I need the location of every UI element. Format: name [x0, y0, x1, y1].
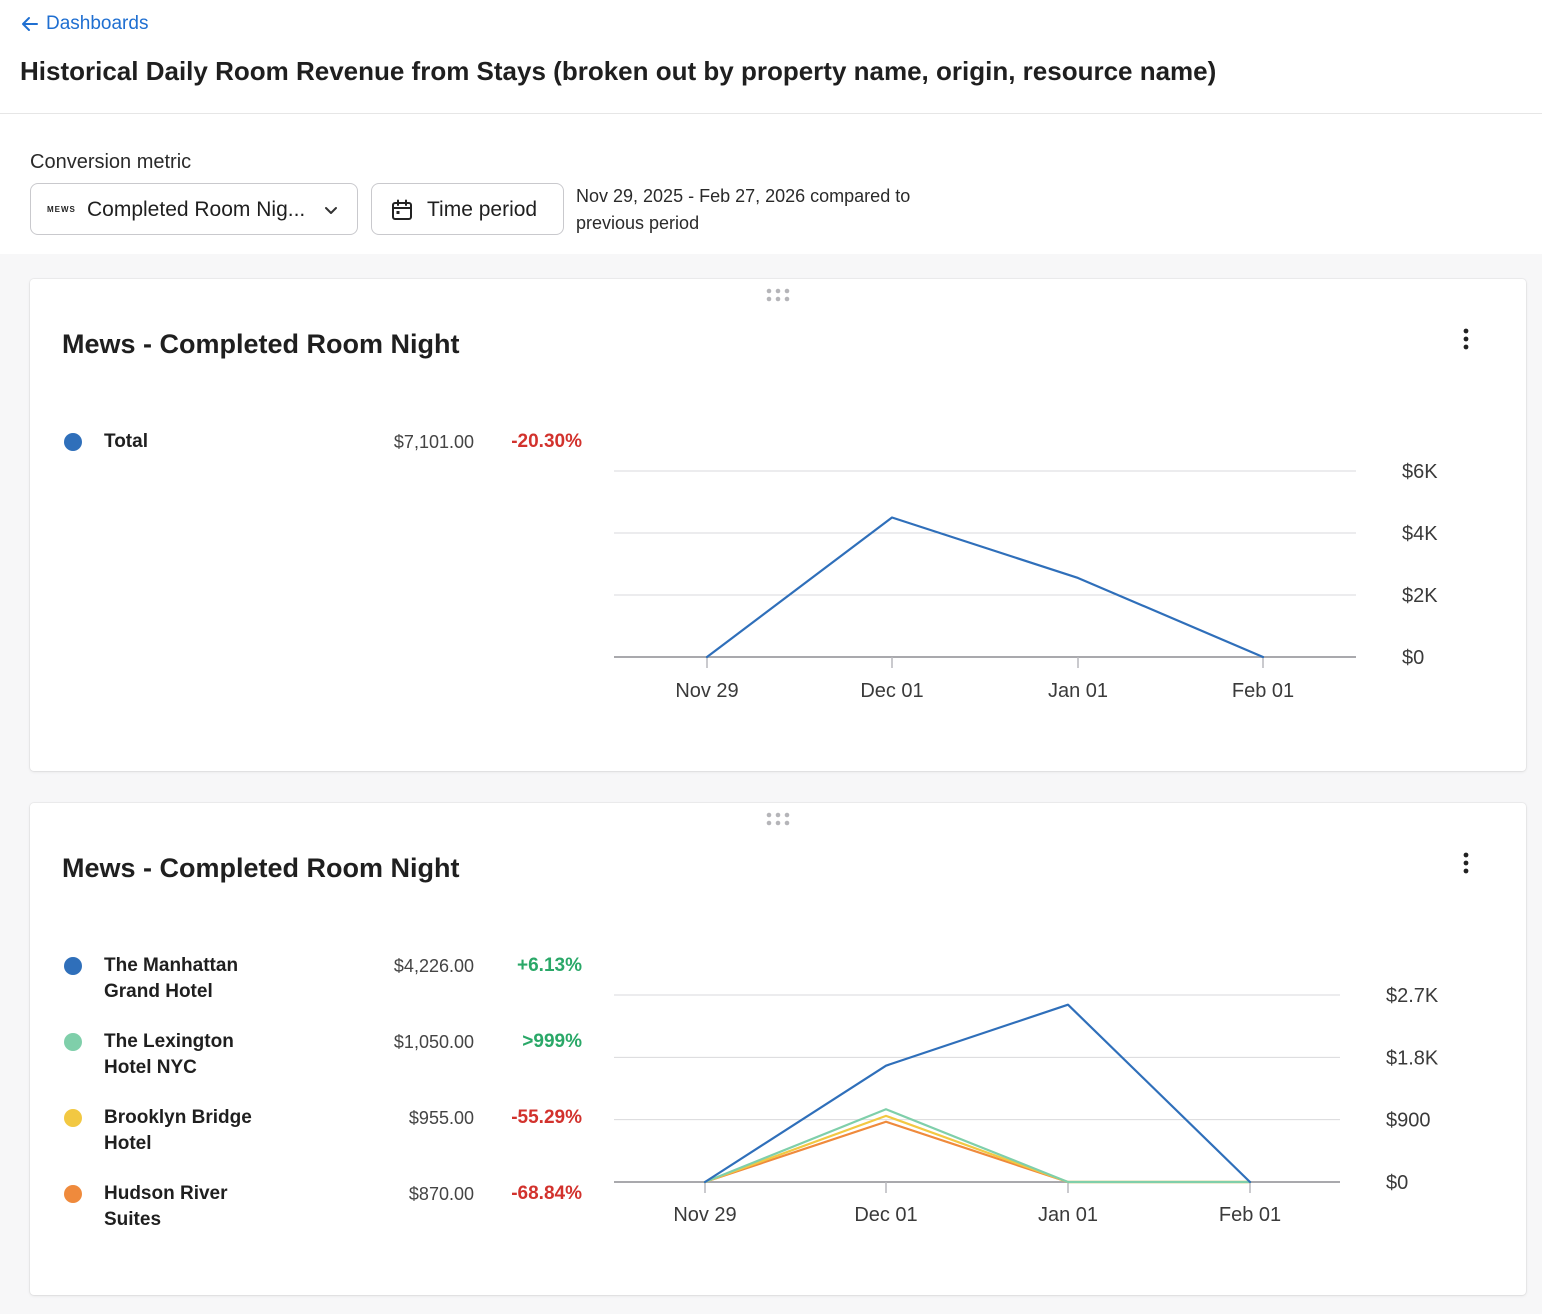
page-title: Historical Daily Room Revenue from Stays…	[20, 56, 1217, 86]
drag-handle-icon[interactable]	[765, 811, 791, 827]
more-options-icon[interactable]	[1456, 851, 1476, 875]
legend-color-dot	[64, 1185, 82, 1203]
chart-card-total: Mews - Completed Room Night Total $7,101…	[30, 279, 1526, 771]
card-title: Mews - Completed Room Night	[62, 853, 460, 883]
drag-handle-icon[interactable]	[765, 287, 791, 303]
legend-color-dot	[64, 1109, 82, 1127]
time-period-label: Time period	[427, 198, 538, 221]
x-tick-label: Feb 01	[1219, 1204, 1281, 1226]
calendar-icon	[392, 199, 412, 220]
conversion-metric-select[interactable]: MEWS Completed Room Nig...	[30, 183, 358, 235]
y-tick-label: $2.7K	[1386, 985, 1439, 1007]
more-options-icon[interactable]	[1456, 327, 1476, 351]
card-title: Mews - Completed Room Night	[62, 329, 460, 359]
x-tick-label: Dec 01	[860, 680, 923, 702]
line-chart: $0 $2K $4K $6K Nov 29 Dec 01 Jan 01 Feb 01	[614, 461, 1438, 702]
legend-series-change: -20.30%	[511, 431, 582, 452]
legend-item: Total $7,101.00 -20.30%	[62, 429, 622, 505]
legend-item: Hudson River Suites $870.00 -68.84%	[62, 1181, 622, 1257]
legend-series-name: Brooklyn Bridge Hotel	[104, 1107, 252, 1154]
conversion-metric-label: Conversion metric	[30, 151, 192, 173]
page-header: Dashboards Historical Daily Room Revenue…	[0, 0, 1542, 114]
legend-series-change: +6.13%	[517, 955, 582, 976]
legend-series-value: $1,050.00	[393, 1032, 474, 1052]
legend-series-value: $7,101.00	[393, 432, 474, 452]
legend-series-change: -68.84%	[511, 1183, 582, 1204]
x-tick-label: Feb 01	[1232, 680, 1294, 702]
back-to-dashboards-link[interactable]: Dashboards	[20, 13, 148, 35]
x-tick-label: Dec 01	[854, 1204, 917, 1226]
chart-legend: The Manhattan Grand Hotel $4,226.00 +6.1…	[62, 953, 622, 1257]
x-tick-label: Jan 01	[1038, 1204, 1098, 1226]
y-tick-label: $1.8K	[1386, 1047, 1439, 1069]
series-line[interactable]	[703, 1003, 1252, 1184]
conversion-metric-value: Completed Room Nig...	[87, 198, 306, 221]
legend-series-value: $4,226.00	[393, 956, 474, 976]
series-line[interactable]	[705, 516, 1265, 659]
comparison-period-text: Nov 29, 2025 - Feb 27, 2026 compared to …	[576, 186, 911, 233]
legend-series-name: The Lexington Hotel NYC	[104, 1031, 234, 1078]
chevron-down-icon	[325, 207, 337, 214]
legend-series-name: Total	[104, 431, 148, 452]
legend-item: Brooklyn Bridge Hotel $955.00 -55.29%	[62, 1105, 622, 1181]
legend-series-change: >999%	[522, 1031, 582, 1052]
legend-series-value: $955.00	[408, 1108, 474, 1128]
y-tick-label: $6K	[1402, 461, 1438, 483]
line-chart: $0 $900 $1.8K $2.7K Nov 29 Dec 01 Jan 01 Feb 01	[614, 985, 1439, 1226]
y-tick-label: $900	[1386, 1110, 1431, 1132]
chart-legend: Total $7,101.00 -20.30%	[62, 429, 622, 505]
x-tick-label: Jan 01	[1048, 680, 1108, 702]
chart-card-by-property: Mews - Completed Room Night The Manhatta…	[30, 803, 1526, 1295]
time-period-button[interactable]: Time period	[371, 183, 564, 235]
legend-series-value: $870.00	[408, 1184, 474, 1204]
back-link-label: Dashboards	[46, 13, 149, 34]
legend-item: The Lexington Hotel NYC $1,050.00 >999%	[62, 1029, 622, 1105]
legend-series-name: The Manhattan Grand Hotel	[104, 955, 239, 1002]
legend-color-dot	[64, 433, 82, 451]
filters-bar: Conversion metric MEWS Completed Room Ni…	[0, 114, 1542, 254]
legend-series-change: -55.29%	[511, 1107, 582, 1128]
arrow-left-icon	[22, 17, 38, 31]
y-tick-label: $4K	[1402, 523, 1438, 545]
legend-item: The Manhattan Grand Hotel $4,226.00 +6.1…	[62, 953, 622, 1029]
legend-color-dot	[64, 1033, 82, 1051]
y-tick-label: $2K	[1402, 585, 1438, 607]
x-tick-label: Nov 29	[675, 680, 738, 702]
legend-color-dot	[64, 957, 82, 975]
series-line[interactable]	[703, 1108, 1252, 1184]
mews-logo-icon: MEWS	[47, 205, 76, 214]
y-tick-label: $0	[1402, 647, 1424, 669]
y-tick-label: $0	[1386, 1172, 1408, 1194]
x-tick-label: Nov 29	[673, 1204, 736, 1226]
legend-series-name: Hudson River Suites	[104, 1183, 228, 1230]
